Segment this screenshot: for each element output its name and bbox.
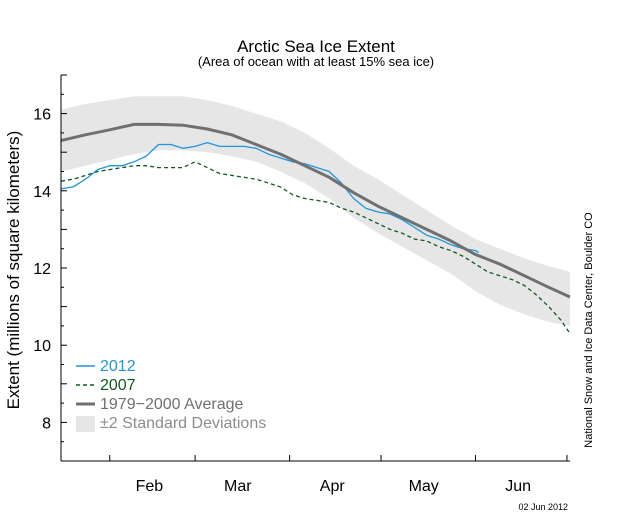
series-2012-line (60, 141, 479, 254)
x-tick-label: Apr (320, 478, 346, 495)
y-tick-label: 14 (33, 184, 51, 201)
x-tick-label: May (409, 478, 439, 495)
x-tick-label: Feb (136, 478, 164, 495)
y-tick-label: 16 (33, 107, 51, 124)
std-deviation-band (61, 96, 570, 326)
legend-label-band: ±2 Standard Deviations (100, 415, 266, 432)
legend-swatch-band (76, 416, 95, 432)
chart-subtitle: (Area of ocean with at least 15% sea ice… (198, 54, 434, 69)
credit-text: National Snow and Ice Data Center, Bould… (583, 212, 595, 448)
y-axis-label: Extent (millions of square kilometers) (4, 131, 23, 410)
y-tick-label: 10 (33, 338, 51, 355)
x-tick-label: Jun (505, 478, 531, 495)
plot-area: 8 10 12 14 16 Feb Mar Apr May Jun (33, 74, 571, 495)
y-tick-label: 12 (33, 261, 51, 278)
legend-label-average: 1979−2000 Average (100, 396, 244, 413)
legend-label-2012: 2012 (100, 358, 136, 375)
x-tick-label: Mar (224, 478, 252, 495)
series-2007-line (60, 161, 571, 334)
date-stamp: 02 Jun 2012 (518, 502, 568, 512)
chart-title: Arctic Sea Ice Extent (237, 37, 395, 56)
legend: 2012 2007 1979−2000 Average ±2 Standard Dev… (76, 358, 266, 432)
legend-label-2007: 2007 (100, 377, 136, 394)
y-tick-label: 8 (42, 415, 51, 432)
series-average-line (60, 122, 571, 299)
